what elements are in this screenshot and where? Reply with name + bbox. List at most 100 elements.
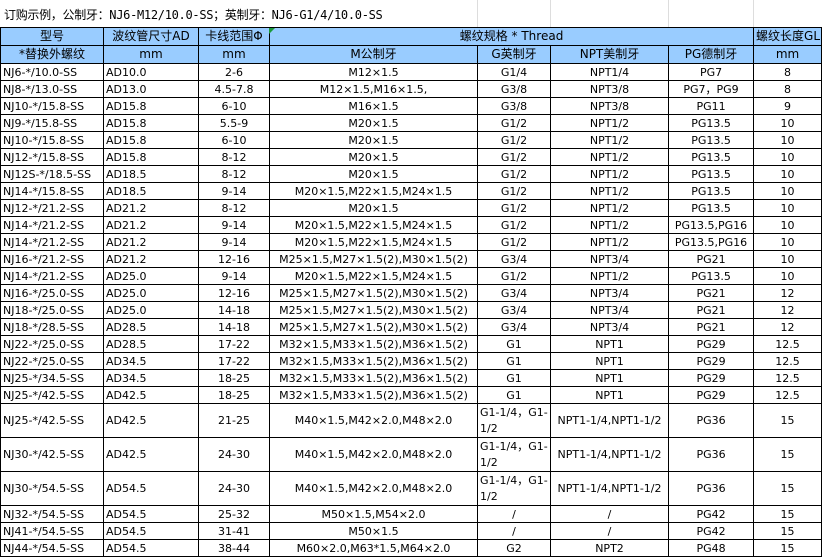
cell-metric: M25×1.5,M27×1.5(2),M30×1.5(2): [269, 284, 478, 302]
cell-npt: NPT1: [550, 386, 669, 404]
cell-model: NJ25-*/42.5-SS: [0, 386, 104, 404]
cell-clamp: 2-6: [198, 63, 270, 81]
cell-metric: M20×1.5,M22×1.5,M24×1.5: [269, 216, 478, 234]
cell-npt: NPT1/2: [550, 267, 669, 285]
cell-ad: AD28.5: [103, 318, 199, 336]
cell-metric: M60×2.0,M63*1.5,M64×2.0: [269, 539, 478, 557]
cell-model: NJ30-*/54.5-SS: [0, 471, 104, 506]
cell-pg: PG13.5: [667, 165, 755, 183]
cell-clamp: 17-22: [198, 335, 270, 353]
cell-metric: M50×1.5,M54×2.0: [269, 505, 478, 523]
cell-gl: 10: [753, 114, 822, 132]
table-row: NJ14-*/21.2-SS AD21.2 9-14 M20×1.5,M22×1.5,…: [0, 233, 822, 251]
cell-ad: AD54.5: [103, 471, 199, 506]
header-g: G英制牙: [477, 45, 551, 64]
cell-ad: AD15.8: [103, 114, 199, 132]
cell-pg: PG42: [667, 522, 755, 540]
table-row: NJ41-*/54.5-SS AD54.5 31-41 M50×1.5// PG42 15: [0, 522, 822, 540]
cell-g: G1/2: [477, 165, 551, 183]
cell-gl: 10: [753, 216, 822, 234]
cell-metric: M12×1.5: [269, 63, 478, 81]
cell-metric: M40×1.5,M42×2.0,M48×2.0: [269, 471, 478, 506]
table-row: NJ9-*/15.8-SS AD15.8 5.5-9 M20×1.5 G1/2 NPT1/…: [0, 114, 822, 132]
cell-g: G1: [477, 386, 551, 404]
cell-ad: AD54.5: [103, 505, 199, 523]
cell-clamp: 9-14: [198, 233, 270, 251]
cell-clamp: 24-30: [198, 437, 270, 472]
cell-pg: PG29: [667, 352, 755, 370]
cell-model: NJ41-*/54.5-SS: [0, 522, 104, 540]
cell-npt: NPT1-1/4,NPT1-1/2: [550, 437, 669, 472]
cell-pg: PG48: [667, 539, 755, 557]
cell-model: NJ22-*/25.0-SS: [0, 335, 104, 353]
cell-metric: M12×1.5,M16×1.5,: [269, 80, 478, 98]
cell-npt: NPT1/4: [550, 63, 669, 81]
table-row: NJ12-*/15.8-SS AD15.8 8-12 M20×1.5 G1/2 NPT1/…: [0, 148, 822, 166]
cell-g: G1/2: [477, 233, 551, 251]
table-row: NJ25-*/42.5-SS AD42.5 18-25 M32×1.5,M33×1.5…: [0, 386, 822, 404]
table-row: NJ10-*/15.8-SS AD15.8 6-10 M16×1.5 G3/8 NPT3/…: [0, 97, 822, 115]
cell-npt: NPT1/2: [550, 148, 669, 166]
cell-npt: NPT1/2: [550, 199, 669, 217]
cell-gl: 8: [753, 63, 822, 81]
cell-model: NJ14-*/15.8-SS: [0, 182, 104, 200]
cell-pg: PG29: [667, 369, 755, 387]
cell-clamp: 24-30: [198, 471, 270, 506]
order-example-text: 订购示例，公制牙：NJ6-M12/10.0-SS；英制牙：NJ6-G1/4/10…: [0, 0, 822, 27]
cell-model: NJ12S-*/18.5-SS: [0, 165, 104, 183]
cell-npt: /: [550, 522, 669, 540]
cell-model: NJ12-*/21.2-SS: [0, 199, 104, 217]
cell-pg: PG21: [667, 284, 755, 302]
cell-ad: AD54.5: [103, 539, 199, 557]
cell-ad: AD34.5: [103, 352, 199, 370]
cell-clamp: 14-18: [198, 318, 270, 336]
cell-model: NJ25-*/34.5-SS: [0, 369, 104, 387]
cell-npt: NPT1/2: [550, 131, 669, 149]
table-row: NJ8-*/13.0-SS AD13.0 4.5-7.8 M12×1.5,M16×1.…: [0, 80, 822, 98]
comment-indicator-icon: [269, 28, 275, 34]
cell-metric: M20×1.5: [269, 148, 478, 166]
cell-clamp: 8-12: [198, 165, 270, 183]
cell-gl: 12.5: [753, 369, 822, 387]
cell-g: G1/4: [477, 63, 551, 81]
cell-ad: AD25.0: [103, 267, 199, 285]
cell-pg: PG29: [667, 335, 755, 353]
cell-metric: M32×1.5,M33×1.5(2),M36×1.5(2): [269, 335, 478, 353]
cell-gl: 12.5: [753, 352, 822, 370]
cell-metric: M32×1.5,M33×1.5(2),M36×1.5(2): [269, 369, 478, 387]
cell-model: NJ8-*/13.0-SS: [0, 80, 104, 98]
cell-model: NJ10-*/15.8-SS: [0, 97, 104, 115]
cell-pg: PG13.5: [667, 148, 755, 166]
thread-spec-table: 型号 波纹管尺寸AD 卡线范围Φ 螺纹规格 * Thread 螺纹长度GL *替…: [0, 27, 822, 557]
cell-gl: 15: [753, 522, 822, 540]
cell-metric: M20×1.5: [269, 199, 478, 217]
cell-pg: PG11: [667, 97, 755, 115]
cell-pg: PG21: [667, 301, 755, 319]
cell-clamp: 31-41: [198, 522, 270, 540]
cell-pg: PG13.5,PG16: [667, 216, 755, 234]
table-row: NJ16-*/25.0-SS AD25.0 12-16 M25×1.5,M27×1.5…: [0, 284, 822, 302]
cell-ad: AD25.0: [103, 284, 199, 302]
cell-clamp: 5.5-9: [198, 114, 270, 132]
cell-clamp: 9-14: [198, 267, 270, 285]
cell-g: G3/4: [477, 250, 551, 268]
cell-gl: 12: [753, 318, 822, 336]
cell-ad: AD15.8: [103, 148, 199, 166]
header-model-sub: *替换外螺纹: [0, 45, 104, 64]
cell-clamp: 8-12: [198, 199, 270, 217]
table-row: NJ10-*/15.8-SS AD15.8 6-10 M20×1.5 G1/2 NPT1/…: [0, 131, 822, 149]
cell-ad: AD18.5: [103, 182, 199, 200]
cell-g: G1/2: [477, 114, 551, 132]
cell-g: G1-1/4，G1-1/2: [477, 403, 551, 438]
cell-npt: NPT1-1/4,NPT1-1/2: [550, 471, 669, 506]
cell-pg: PG13.5,PG16: [667, 233, 755, 251]
header-ad: 波纹管尺寸AD: [103, 27, 199, 46]
table-row: NJ6-*/10.0-SS AD10.0 2-6 M12×1.5 G1/4 NPT1/4 P…: [0, 63, 822, 81]
cell-g: G1: [477, 369, 551, 387]
cell-model: NJ32-*/54.5-SS: [0, 505, 104, 523]
cell-g: G1-1/4，G1-1/2: [477, 471, 551, 506]
table-row: NJ30-*/54.5-SS AD54.5 24-30 M40×1.5,M42×2.0…: [0, 471, 822, 506]
cell-ad: AD25.0: [103, 301, 199, 319]
cell-clamp: 6-10: [198, 97, 270, 115]
cell-metric: M40×1.5,M42×2.0,M48×2.0: [269, 437, 478, 472]
